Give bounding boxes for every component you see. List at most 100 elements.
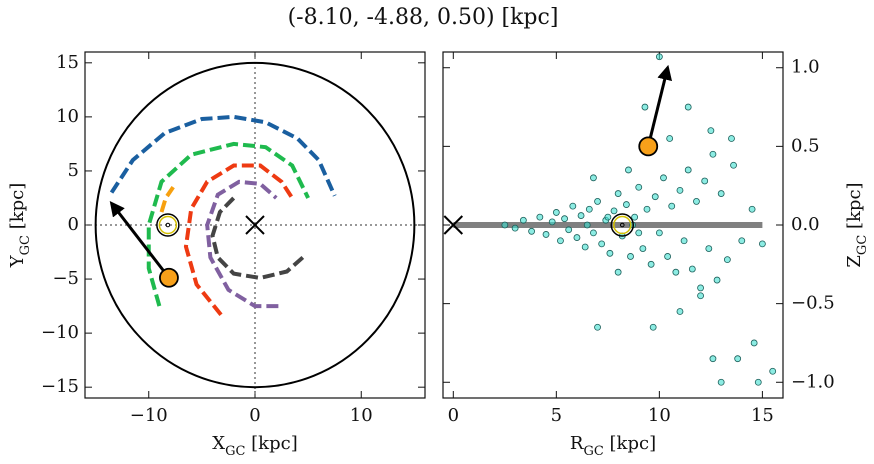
star-point: [528, 227, 536, 235]
star-point: [750, 339, 758, 347]
y-tick-label: 0: [68, 214, 79, 235]
star-point: [730, 161, 737, 169]
center-marker: [245, 215, 265, 235]
star-point: [583, 221, 591, 229]
star-point: [557, 237, 564, 245]
star-point: [635, 229, 643, 237]
star-point: [655, 53, 663, 61]
target-point: [159, 267, 179, 288]
star-point: [754, 378, 762, 386]
star-point: [666, 135, 674, 142]
star-point: [709, 150, 717, 158]
star-point: [713, 276, 721, 284]
star-point: [622, 201, 630, 208]
sun-dot: [619, 222, 625, 228]
star-point: [705, 245, 713, 252]
star-point: [697, 284, 704, 292]
x-tick-label: 0: [249, 405, 260, 426]
star-point: [723, 256, 731, 264]
velocity-arrow: [646, 64, 673, 147]
sun-dot: [165, 222, 171, 228]
star-point: [688, 265, 696, 273]
star-point: [676, 308, 684, 315]
y-tick-label: 0.0: [791, 214, 820, 235]
star-point: [536, 213, 544, 221]
star-point: [758, 240, 766, 248]
star-point: [604, 213, 612, 221]
y-tick-label: 5: [68, 160, 79, 181]
star-point: [594, 323, 601, 331]
star-point: [693, 198, 700, 205]
axis-label-part: GC: [225, 444, 245, 459]
star-point: [738, 237, 746, 245]
axis-label-part: X: [212, 433, 225, 454]
sun-ring: [158, 215, 178, 235]
axis-label-part: Z: [844, 255, 865, 268]
axis-label-part: [kpc]: [604, 433, 656, 454]
star-point: [649, 323, 657, 331]
velocity-arrow: [109, 200, 171, 279]
star-point: [542, 231, 550, 238]
star-point: [627, 253, 634, 260]
star-point: [697, 292, 704, 300]
axis-label-part: Y: [7, 254, 28, 268]
axis-label-part: [kpc]: [245, 433, 297, 454]
figure-title: (-8.10, -4.88, 0.50) [kpc]: [288, 5, 559, 30]
star-point: [668, 202, 676, 210]
y-tick-label: 0.5: [791, 135, 820, 156]
spiral-arm: [205, 179, 279, 309]
y-tick-label: −1.0: [791, 371, 835, 392]
axis-label: ZGC [kpc]: [844, 182, 870, 267]
star-point: [501, 221, 509, 229]
star-point: [684, 103, 692, 111]
star-point: [769, 367, 777, 375]
y-tick-label: −10: [41, 322, 79, 343]
star-point: [569, 202, 577, 210]
y-tick-label: −0.5: [791, 293, 835, 314]
spiral-arm: [183, 163, 294, 317]
axis-label-part: GC: [18, 235, 33, 255]
star-point: [625, 166, 632, 174]
star-point: [614, 268, 622, 276]
x-tick-label: 0: [448, 405, 459, 426]
spiral-arm: [109, 114, 337, 197]
x-tick-label: 10: [350, 405, 373, 426]
target-point: [638, 136, 659, 157]
center-marker: [443, 215, 464, 235]
star-point: [701, 177, 709, 185]
axis-label-part: [kpc]: [7, 183, 28, 235]
star-point: [647, 260, 655, 268]
plot-frame: [442, 51, 784, 399]
x-tick-label: 15: [751, 405, 774, 426]
star-point: [635, 183, 643, 191]
y-tick-label: 1.0: [791, 57, 820, 78]
star-point: [709, 355, 717, 363]
axis-label: RGC [kpc]: [570, 433, 656, 459]
boundary-circle: [94, 61, 416, 389]
star-point: [664, 253, 672, 260]
star-point: [631, 213, 639, 221]
y-tick-label: −15: [41, 376, 79, 397]
star-point: [717, 190, 725, 197]
spiral-arm: [210, 196, 305, 281]
plot-frame: [84, 51, 426, 399]
sun-ring: [613, 215, 632, 235]
star-point: [581, 243, 589, 251]
star-point: [655, 229, 663, 237]
sun-marker: [610, 213, 635, 237]
axis-label: YGC [kpc]: [7, 183, 33, 269]
star-point: [606, 249, 614, 257]
star-point: [552, 209, 560, 216]
star-point: [717, 378, 725, 386]
star-point: [639, 245, 647, 252]
star-point: [680, 237, 688, 245]
star-point: [519, 216, 527, 224]
star-point: [643, 205, 651, 213]
plot-area: [453, 53, 777, 386]
star-point: [511, 224, 519, 232]
star-point: [672, 268, 680, 276]
star-point: [594, 198, 601, 205]
star-point: [707, 127, 715, 135]
star-point: [676, 186, 684, 194]
star-point: [734, 355, 742, 363]
